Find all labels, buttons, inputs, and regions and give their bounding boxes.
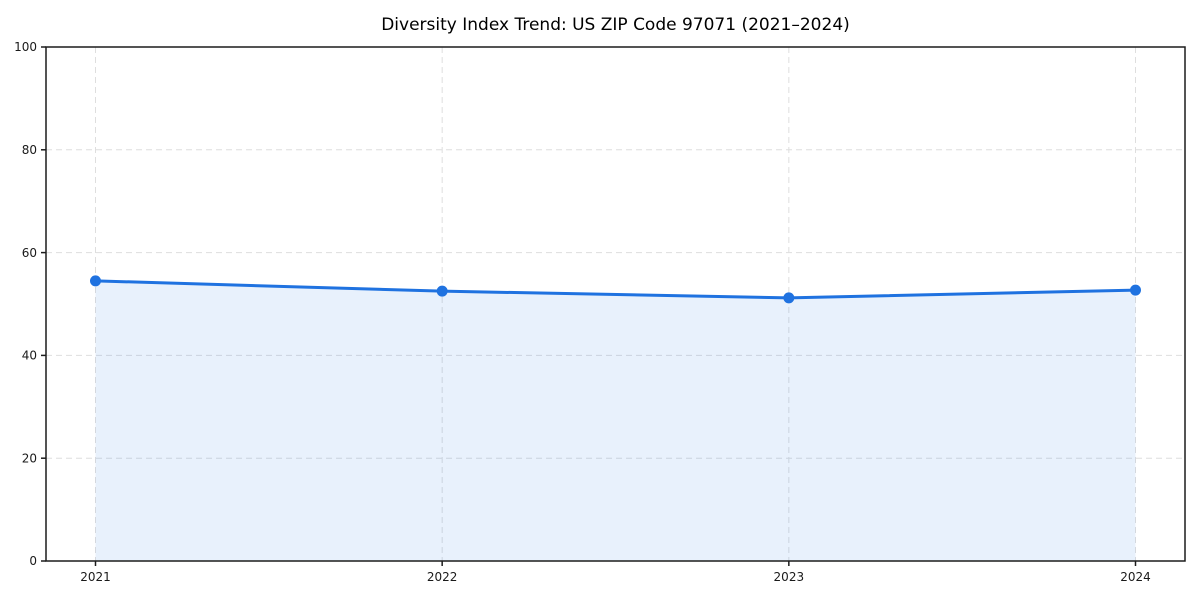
axes-layer [41,46,1186,566]
data-point-marker [783,292,795,304]
data-point-marker [1130,284,1141,296]
x-axis-tick-label: 2021 [80,570,111,584]
x-axis-tick-label: 2023 [774,570,805,584]
area-fill [95,280,1136,561]
area-fill-layer [95,280,1136,561]
data-points-layer [90,275,1141,304]
y-axis-tick-label: 20 [22,451,37,465]
chart-title: Diversity Index Trend: US ZIP Code 97071… [381,15,850,35]
trend-line [94,279,1137,300]
plot-border [45,46,1186,562]
data-point-marker [436,285,448,297]
tick-labels-layer: 0 20 40 60 80 100 2021 2022 2023 2024 [14,40,1151,584]
x-axis-tick-label: 2022 [427,570,458,584]
y-axis-tick-label: 0 [29,554,37,568]
trend-line-layer [94,279,1137,300]
y-axis-tick-label: 40 [22,349,37,363]
x-axis-tick-label: 2024 [1120,570,1151,584]
y-axis-tick-label: 60 [22,246,37,260]
y-axis-tick-label: 80 [22,143,37,157]
data-point-marker [90,275,101,287]
gridlines-layer [46,47,1185,561]
y-axis-tick-label: 100 [14,40,37,54]
